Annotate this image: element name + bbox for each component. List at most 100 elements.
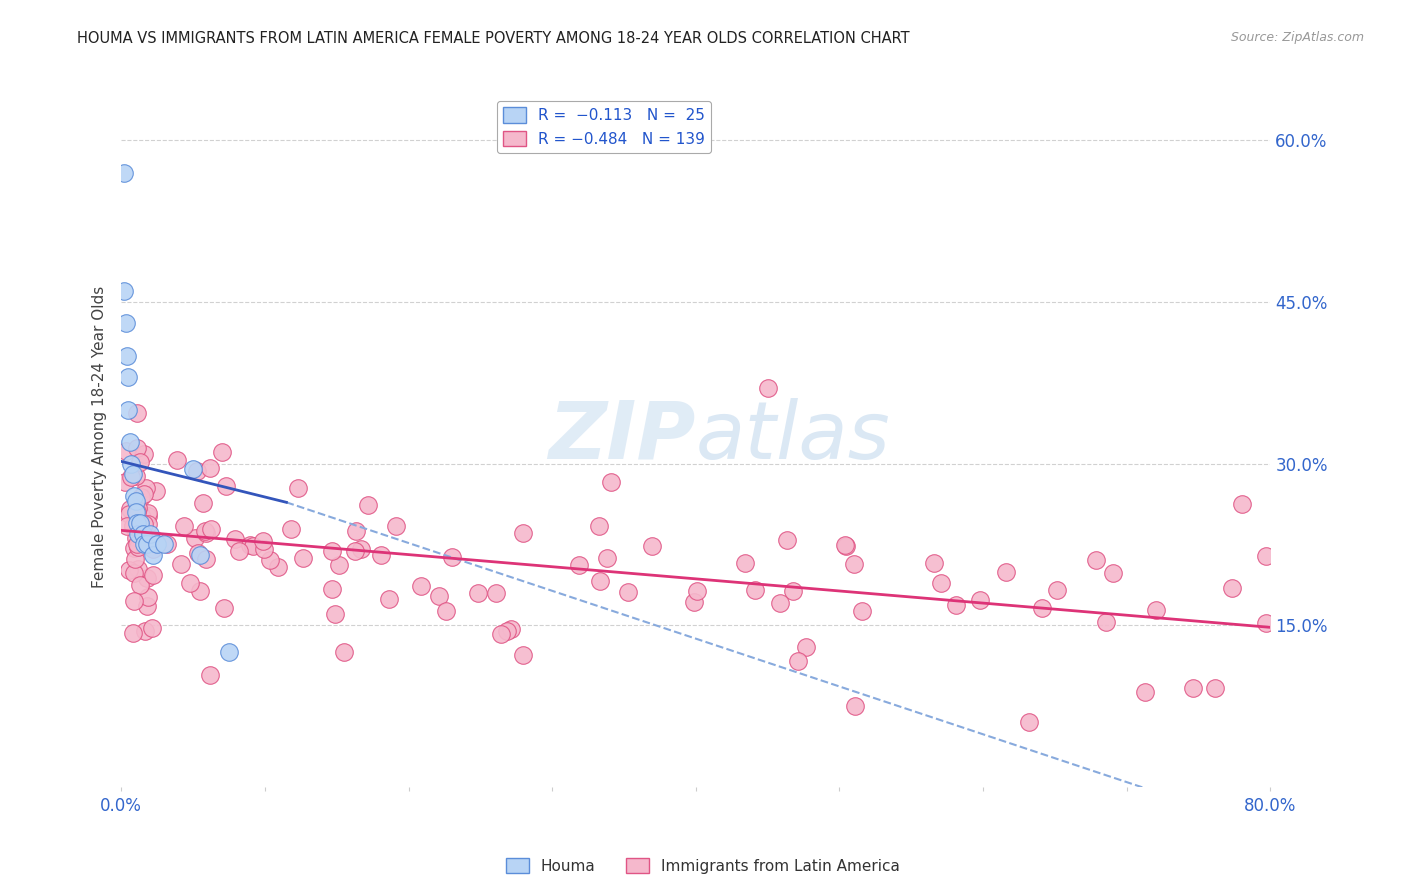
Point [170,557,193,571]
Point [112,284,135,298]
Point [485,585,508,599]
Point [156,537,179,551]
Point [440,550,463,565]
Point [588,519,610,533]
Point [769,596,792,610]
Point [153,537,176,551]
Point [212,601,235,615]
Point [115,519,138,533]
Point [489,627,512,641]
Point [118,508,141,522]
Point [127,441,149,455]
Point [922,556,945,570]
Point [122,489,145,503]
Point [142,548,165,562]
Y-axis label: Female Poverty Among 18-24 Year Olds: Female Poverty Among 18-24 Year Olds [93,285,107,588]
Point [1204,681,1226,696]
Point [127,501,149,516]
Point [129,454,152,468]
Point [685,583,707,598]
Point [512,525,534,540]
Point [600,475,623,489]
Point [252,533,274,548]
Point [186,464,208,478]
Point [125,469,148,483]
Point [121,519,143,533]
Point [427,590,450,604]
Point [142,541,165,556]
Point [280,522,302,536]
Point [194,524,217,539]
Point [211,445,233,459]
Point [115,349,138,363]
Point [333,645,356,659]
Point [252,541,274,556]
Point [127,537,149,551]
Point [146,537,169,551]
Point [128,522,150,536]
Point [181,462,204,476]
Point [112,165,135,179]
Point [321,582,343,596]
Point [744,582,766,597]
Point [134,516,156,531]
Point [756,381,779,395]
Point [267,560,290,574]
Text: atlas: atlas [696,398,890,475]
Point [134,487,156,501]
Point [786,654,808,668]
Point [114,444,136,458]
Point [120,502,142,516]
Point [1230,497,1253,511]
Point [120,457,142,471]
Point [239,538,262,552]
Point [118,435,141,450]
Point [136,537,159,551]
Point [188,548,211,562]
Point [844,558,866,572]
Point [129,508,152,522]
Point [134,537,156,551]
Point [323,607,346,622]
Point [350,542,373,557]
Point [512,648,534,662]
Point [120,470,142,484]
Point [136,591,159,605]
Point [127,562,149,576]
Point [141,568,163,582]
Legend: Houma, Immigrants from Latin America: Houma, Immigrants from Latin America [499,852,907,880]
Point [114,317,136,331]
Point [193,495,215,509]
Point [834,539,856,553]
Point [929,575,952,590]
Point [173,518,195,533]
Point [114,475,136,489]
Point [1144,603,1167,617]
Point [384,518,406,533]
Point [589,574,612,588]
Text: ZIP: ZIP [548,398,696,475]
Point [125,505,148,519]
Point [122,626,145,640]
Point [228,544,250,558]
Point [1046,582,1069,597]
Point [127,540,149,554]
Point [499,622,522,636]
Point [377,591,399,606]
Point [370,548,392,562]
Point [734,556,756,570]
Point [683,595,706,609]
Point [344,543,367,558]
Point [124,505,146,519]
Point [124,541,146,555]
Point [136,506,159,520]
Point [1101,566,1123,581]
Point [616,585,638,599]
Point [195,552,218,566]
Point [128,578,150,592]
Point [945,598,967,612]
Point [796,640,818,654]
Point [143,533,166,548]
Point [1095,615,1118,630]
Point [1220,581,1243,595]
